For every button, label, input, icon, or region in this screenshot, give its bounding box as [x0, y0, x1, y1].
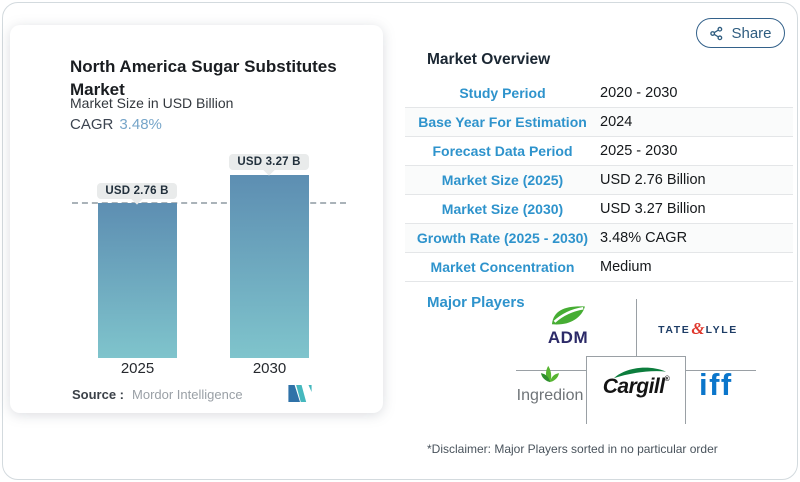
player-logo-ingredion: Ingredion [514, 365, 586, 405]
overview-row-value: Medium [600, 259, 652, 275]
overview-row-label: Market Concentration [430, 259, 575, 275]
players-connector-right [686, 370, 756, 371]
source-row: Source : Mordor Intelligence [72, 387, 243, 402]
bar-2030 [230, 175, 309, 358]
share-button[interactable]: Share [696, 18, 785, 48]
ingredion-wordmark: Ingredion [516, 387, 584, 404]
tate-wordmark-second: LYLE [705, 324, 738, 336]
player-logo-iff: iff [699, 367, 733, 402]
source-value: Mordor Intelligence [132, 387, 243, 402]
table-row: Market Size (2025) USD 2.76 Billion [405, 166, 793, 195]
players-center-box [586, 356, 686, 424]
ingredion-plant-icon [539, 365, 561, 387]
player-logo-cargill: Cargill® [594, 366, 678, 398]
x-axis-label-2030: 2030 [252, 360, 287, 377]
market-overview-table: Study Period 2020 - 2030 Base Year For E… [405, 79, 793, 282]
overview-row-label: Forecast Data Period [432, 143, 573, 159]
bar-value-label-2025: USD 2.76 B [97, 183, 177, 199]
table-row: Study Period 2020 - 2030 [405, 79, 793, 108]
overview-row-value: USD 3.27 Billion [600, 201, 706, 217]
overview-row-value: USD 2.76 Billion [600, 172, 706, 188]
players-connector-vertical [636, 299, 637, 356]
bar-value-label-2030: USD 3.27 B [229, 154, 309, 170]
adm-leaf-icon [549, 306, 587, 330]
overview-row-value: 2025 - 2030 [600, 143, 678, 159]
overview-row-value: 3.48% CAGR [600, 230, 688, 246]
player-logo-adm: ADM [538, 304, 598, 348]
bar-2025 [98, 203, 177, 358]
overview-row-label: Market Size (2030) [441, 201, 564, 217]
players-disclaimer: *Disclaimer: Major Players sorted in no … [427, 442, 718, 456]
overview-row-value: 2020 - 2030 [600, 85, 678, 101]
major-players-heading: Major Players [427, 294, 525, 311]
table-row: Market Size (2030) USD 3.27 Billion [405, 195, 793, 224]
mordor-intelligence-logo-icon [288, 385, 312, 407]
overview-row-label: Growth Rate (2025 - 2030) [416, 230, 589, 246]
chart-cagr-line: CAGR 3.48% [70, 116, 162, 133]
cagr-label: CAGR [70, 116, 114, 133]
cargill-leaf-icon [611, 366, 669, 384]
cagr-value: 3.48% [119, 116, 162, 133]
reference-dashed-line [72, 202, 346, 204]
table-row: Base Year For Estimation 2024 [405, 108, 793, 137]
adm-wordmark: ADM [547, 328, 589, 347]
cargill-trademark: ® [664, 376, 670, 383]
cargill-wordmark: Cargill® [602, 375, 670, 398]
x-axis-label-2025: 2025 [120, 360, 155, 377]
overview-row-label: Study Period [459, 85, 546, 101]
source-label: Source : [72, 387, 125, 402]
overview-row-value: 2024 [600, 114, 633, 130]
table-row: Forecast Data Period 2025 - 2030 [405, 137, 793, 166]
tate-wordmark-first: TATE [658, 324, 691, 336]
tate-ampersand: & [691, 319, 705, 338]
players-connector-left [516, 370, 586, 371]
share-icon [709, 26, 724, 41]
table-row: Growth Rate (2025 - 2030) 3.48% CAGR [405, 224, 793, 253]
overview-row-label: Base Year For Estimation [418, 114, 587, 130]
market-overview-heading: Market Overview [427, 51, 551, 68]
chart-subtitle: Market Size in USD Billion [70, 95, 234, 111]
table-row: Market Concentration Medium [405, 253, 793, 282]
player-logo-tate-lyle: TATE & LYLE [650, 319, 746, 340]
overview-row-label: Market Size (2025) [441, 172, 564, 188]
chart-card: North America Sugar Substitutes Market M… [10, 25, 383, 413]
chart-title: North America Sugar Substitutes Market [70, 57, 337, 100]
share-button-label: Share [731, 24, 772, 42]
